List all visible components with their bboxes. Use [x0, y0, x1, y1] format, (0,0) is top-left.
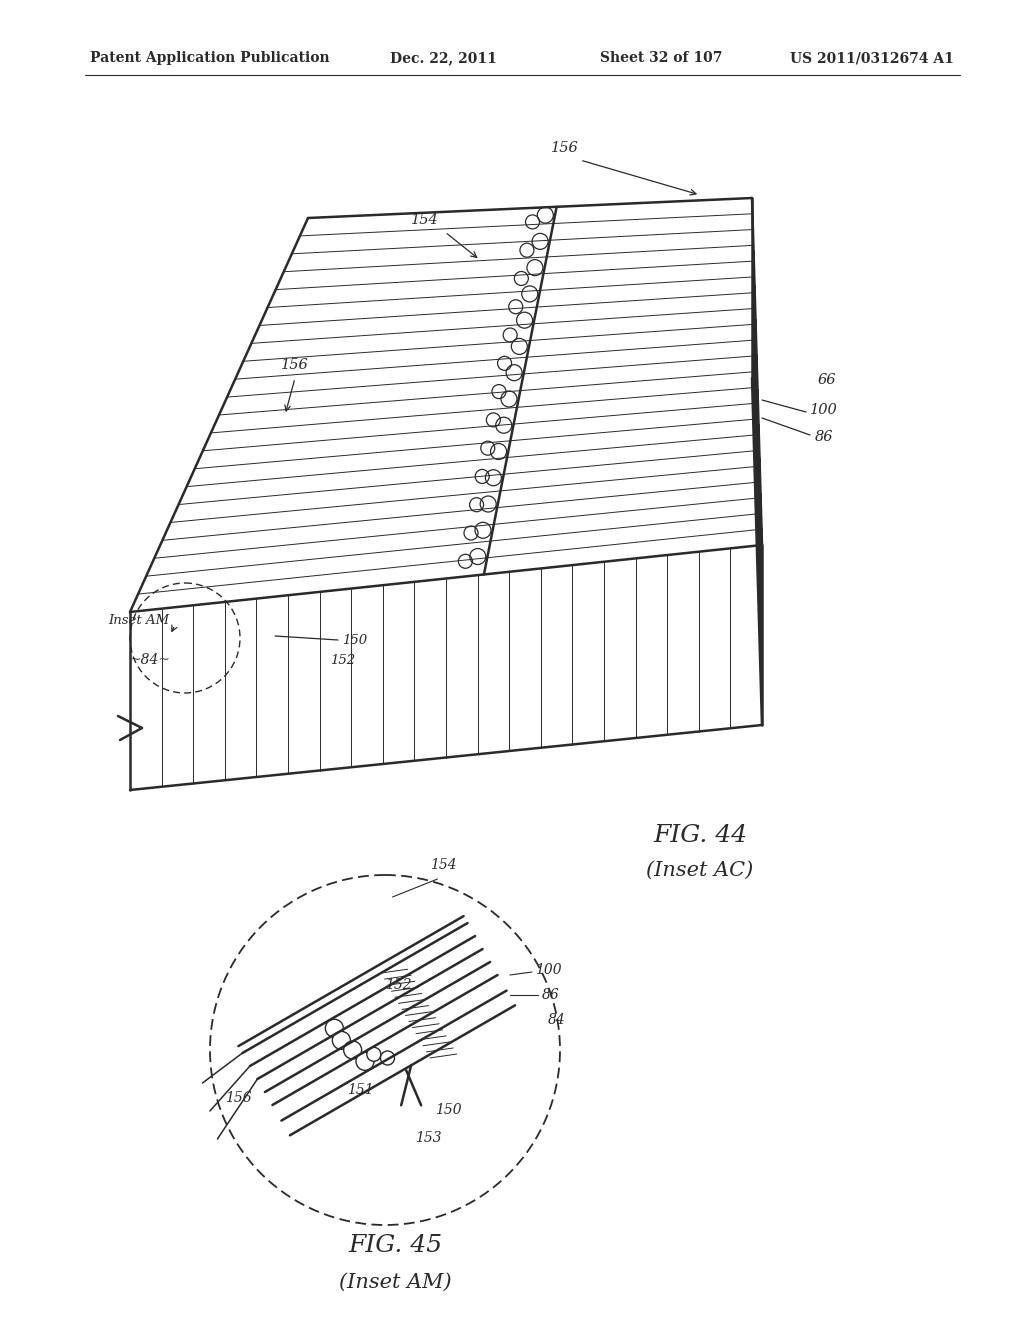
Circle shape: [367, 1047, 381, 1061]
Text: (Inset AM): (Inset AM): [339, 1272, 452, 1291]
Circle shape: [326, 1019, 343, 1038]
Text: 86: 86: [542, 987, 560, 1002]
Text: 154: 154: [411, 213, 439, 227]
Text: US 2011/0312674 A1: US 2011/0312674 A1: [790, 51, 954, 65]
Text: 156: 156: [224, 1092, 251, 1105]
Text: 153: 153: [415, 1131, 441, 1144]
Circle shape: [356, 1052, 374, 1071]
Text: FIG. 45: FIG. 45: [348, 1233, 442, 1257]
Text: Sheet 32 of 107: Sheet 32 of 107: [600, 51, 722, 65]
Text: 152: 152: [330, 653, 355, 667]
Text: Inset AM: Inset AM: [108, 614, 169, 627]
Text: 84: 84: [548, 1012, 565, 1027]
Text: 86: 86: [815, 430, 834, 444]
Circle shape: [344, 1041, 361, 1059]
Text: 150: 150: [435, 1104, 462, 1117]
Text: Dec. 22, 2011: Dec. 22, 2011: [390, 51, 497, 65]
Circle shape: [333, 1031, 350, 1049]
Circle shape: [381, 1051, 394, 1065]
Text: FIG. 44: FIG. 44: [653, 824, 748, 846]
Text: 156: 156: [551, 141, 579, 154]
Text: 156: 156: [282, 358, 309, 372]
Text: 66: 66: [818, 374, 837, 387]
Text: 152: 152: [385, 978, 412, 993]
Text: ~84~: ~84~: [130, 653, 171, 667]
Text: 151: 151: [347, 1082, 374, 1097]
Text: 100: 100: [535, 964, 561, 977]
Text: 150: 150: [342, 634, 368, 647]
Text: Patent Application Publication: Patent Application Publication: [90, 51, 330, 65]
Text: (Inset AC): (Inset AC): [646, 861, 754, 879]
Text: 154: 154: [430, 858, 457, 873]
Text: 100: 100: [810, 403, 838, 417]
